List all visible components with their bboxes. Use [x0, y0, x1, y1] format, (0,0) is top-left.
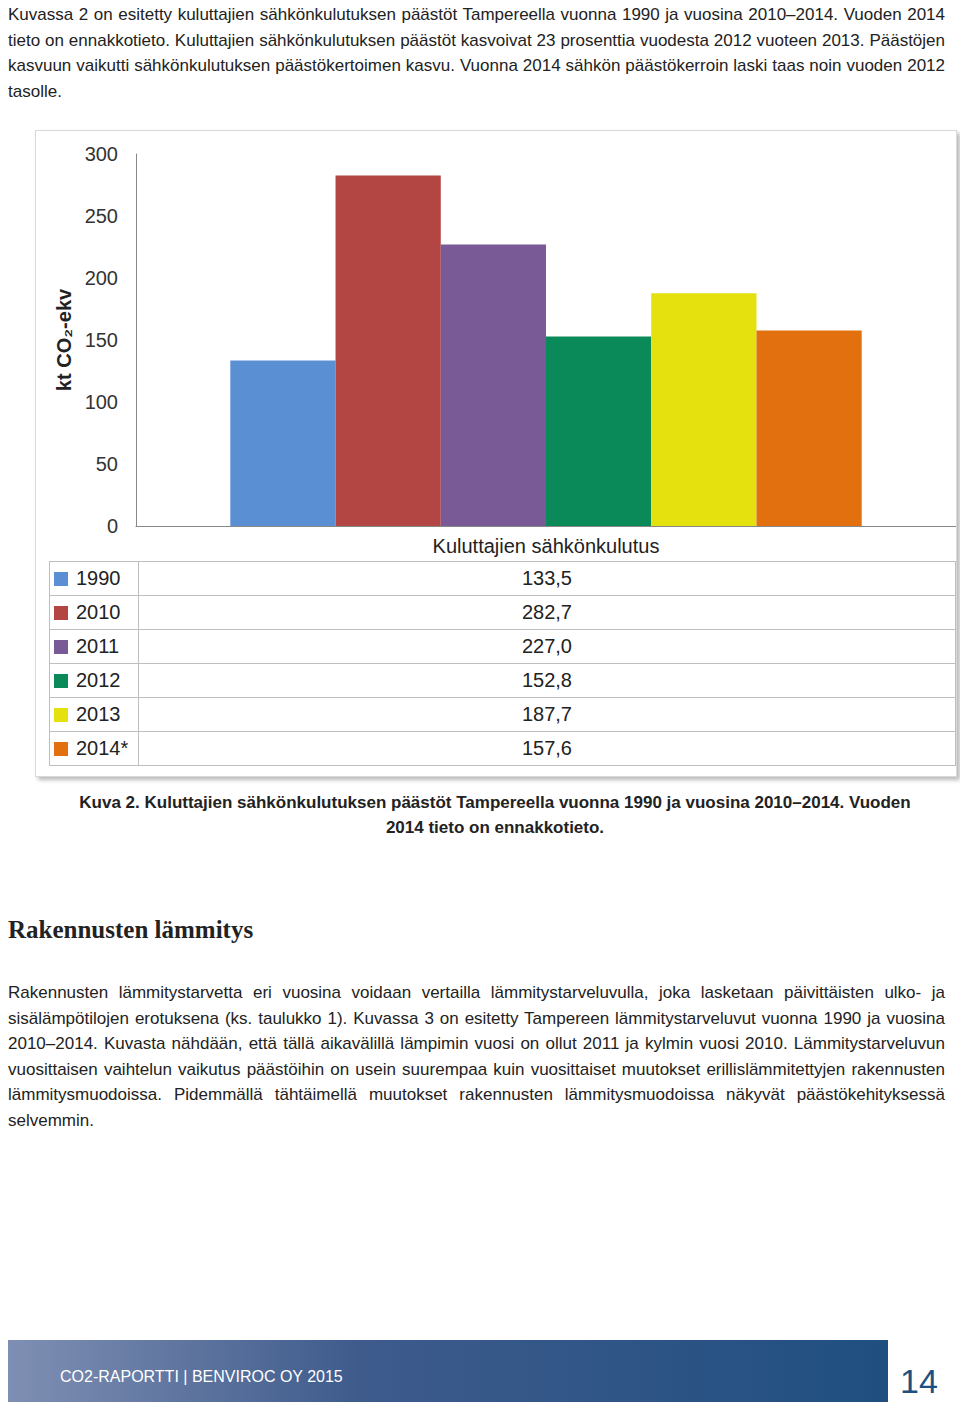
html-text:133,5: 133,5: [521, 567, 572, 589]
html-text:1990: 1990: [76, 567, 121, 589]
html-text:Rakennusten lämmitystarvetta e: Rakennusten lämmitystarvetta eri vuosina…: [8, 983, 945, 1130]
svg-text:50: 50: [96, 453, 118, 475]
html-text:CO2-RAPORTTI | BENVIROC OY 201: CO2-RAPORTTI | BENVIROC OY 2015: [60, 1368, 343, 1385]
svg-text:150: 150: [85, 329, 118, 351]
html-text:2011: 2011: [76, 635, 119, 657]
svg-text:0: 0: [107, 515, 118, 537]
svg-text:kt CO₂-ekv: kt CO₂-ekv: [53, 288, 75, 391]
html-text:187,7: 187,7: [521, 703, 572, 725]
html-text:157,6: 157,6: [521, 737, 572, 759]
html-text:2013: 2013: [76, 703, 121, 725]
html-text:14: 14: [900, 1362, 938, 1400]
html-text:Rakennusten lämmitys: Rakennusten lämmitys: [8, 916, 254, 943]
svg-text:250: 250: [85, 205, 118, 227]
html-text:282,7: 282,7: [521, 601, 572, 623]
svg-text:200: 200: [85, 267, 118, 289]
html-text:2014*: 2014*: [76, 737, 129, 759]
html-text:Kuva 2. Kuluttajien sähkönkulu: Kuva 2. Kuluttajien sähkönkulutuksen pää…: [79, 793, 911, 837]
svg-text:100: 100: [85, 391, 118, 413]
html-text:2012: 2012: [76, 669, 121, 691]
svg-text:300: 300: [85, 143, 118, 165]
html-text:227,0: 227,0: [521, 635, 572, 657]
html-text:2010: 2010: [76, 601, 121, 623]
html-text:152,8: 152,8: [521, 669, 572, 691]
svg-text:Kuluttajien sähkönkulutus: Kuluttajien sähkönkulutus: [433, 535, 660, 557]
html-text:Kuvassa 2 on esitetty kuluttaj: Kuvassa 2 on esitetty kuluttajien sähkön…: [8, 5, 945, 101]
